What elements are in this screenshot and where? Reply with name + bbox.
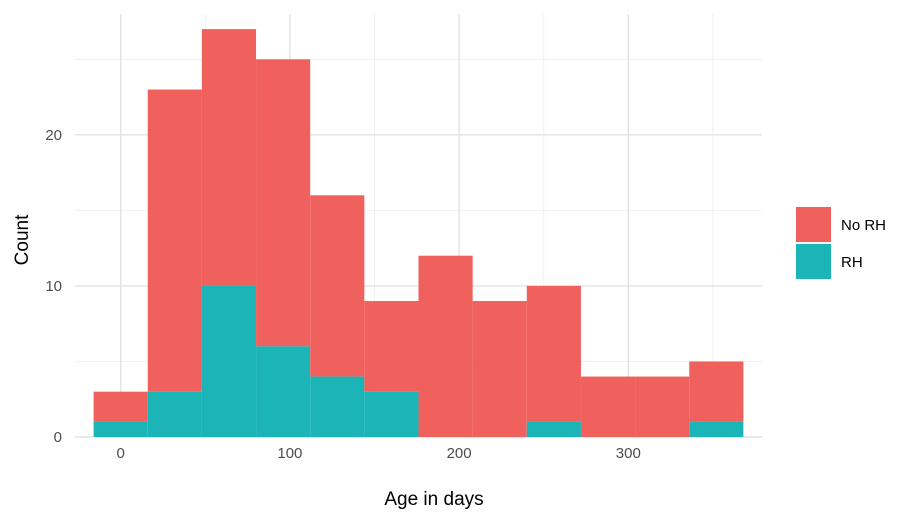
bar-no-rh [147, 89, 202, 392]
bar-rh [147, 391, 202, 437]
bar-rh [689, 421, 744, 437]
legend: No RH RH [796, 207, 886, 279]
x-tick-label: 200 [447, 445, 472, 462]
bar-rh [256, 346, 311, 437]
bar-no-rh [418, 255, 473, 437]
bar-no-rh [93, 391, 148, 422]
y-tick-label: 10 [45, 278, 62, 295]
bar-no-rh [472, 301, 527, 437]
bar-no-rh [526, 285, 581, 422]
x-tick-label: 100 [277, 445, 302, 462]
bars [93, 29, 744, 437]
legend-key-rh [796, 244, 831, 279]
bar-rh [201, 285, 257, 437]
y-axis-title: Count [12, 214, 33, 265]
bar-rh [93, 421, 148, 437]
bar-no-rh [310, 195, 365, 377]
bar-no-rh [201, 29, 257, 286]
bar-no-rh [689, 361, 744, 422]
y-axis-tick-labels: 0 10 20 [45, 127, 62, 446]
x-axis-title: Age in days [384, 489, 483, 510]
bar-rh [310, 376, 365, 437]
legend-key-no-rh [796, 207, 831, 242]
bar-rh [526, 421, 581, 437]
x-tick-label: 0 [117, 445, 125, 462]
y-tick-label: 0 [54, 429, 62, 446]
bar-no-rh [635, 376, 690, 437]
legend-label: RH [841, 254, 863, 271]
x-axis-tick-labels: 0 100 200 300 [117, 445, 641, 462]
x-tick-label: 300 [616, 445, 641, 462]
legend-label: No RH [841, 217, 886, 234]
bar-rh [364, 391, 419, 437]
bar-no-rh [256, 59, 311, 347]
y-tick-label: 20 [45, 127, 62, 144]
bar-no-rh [364, 301, 419, 392]
bar-no-rh [580, 376, 636, 437]
